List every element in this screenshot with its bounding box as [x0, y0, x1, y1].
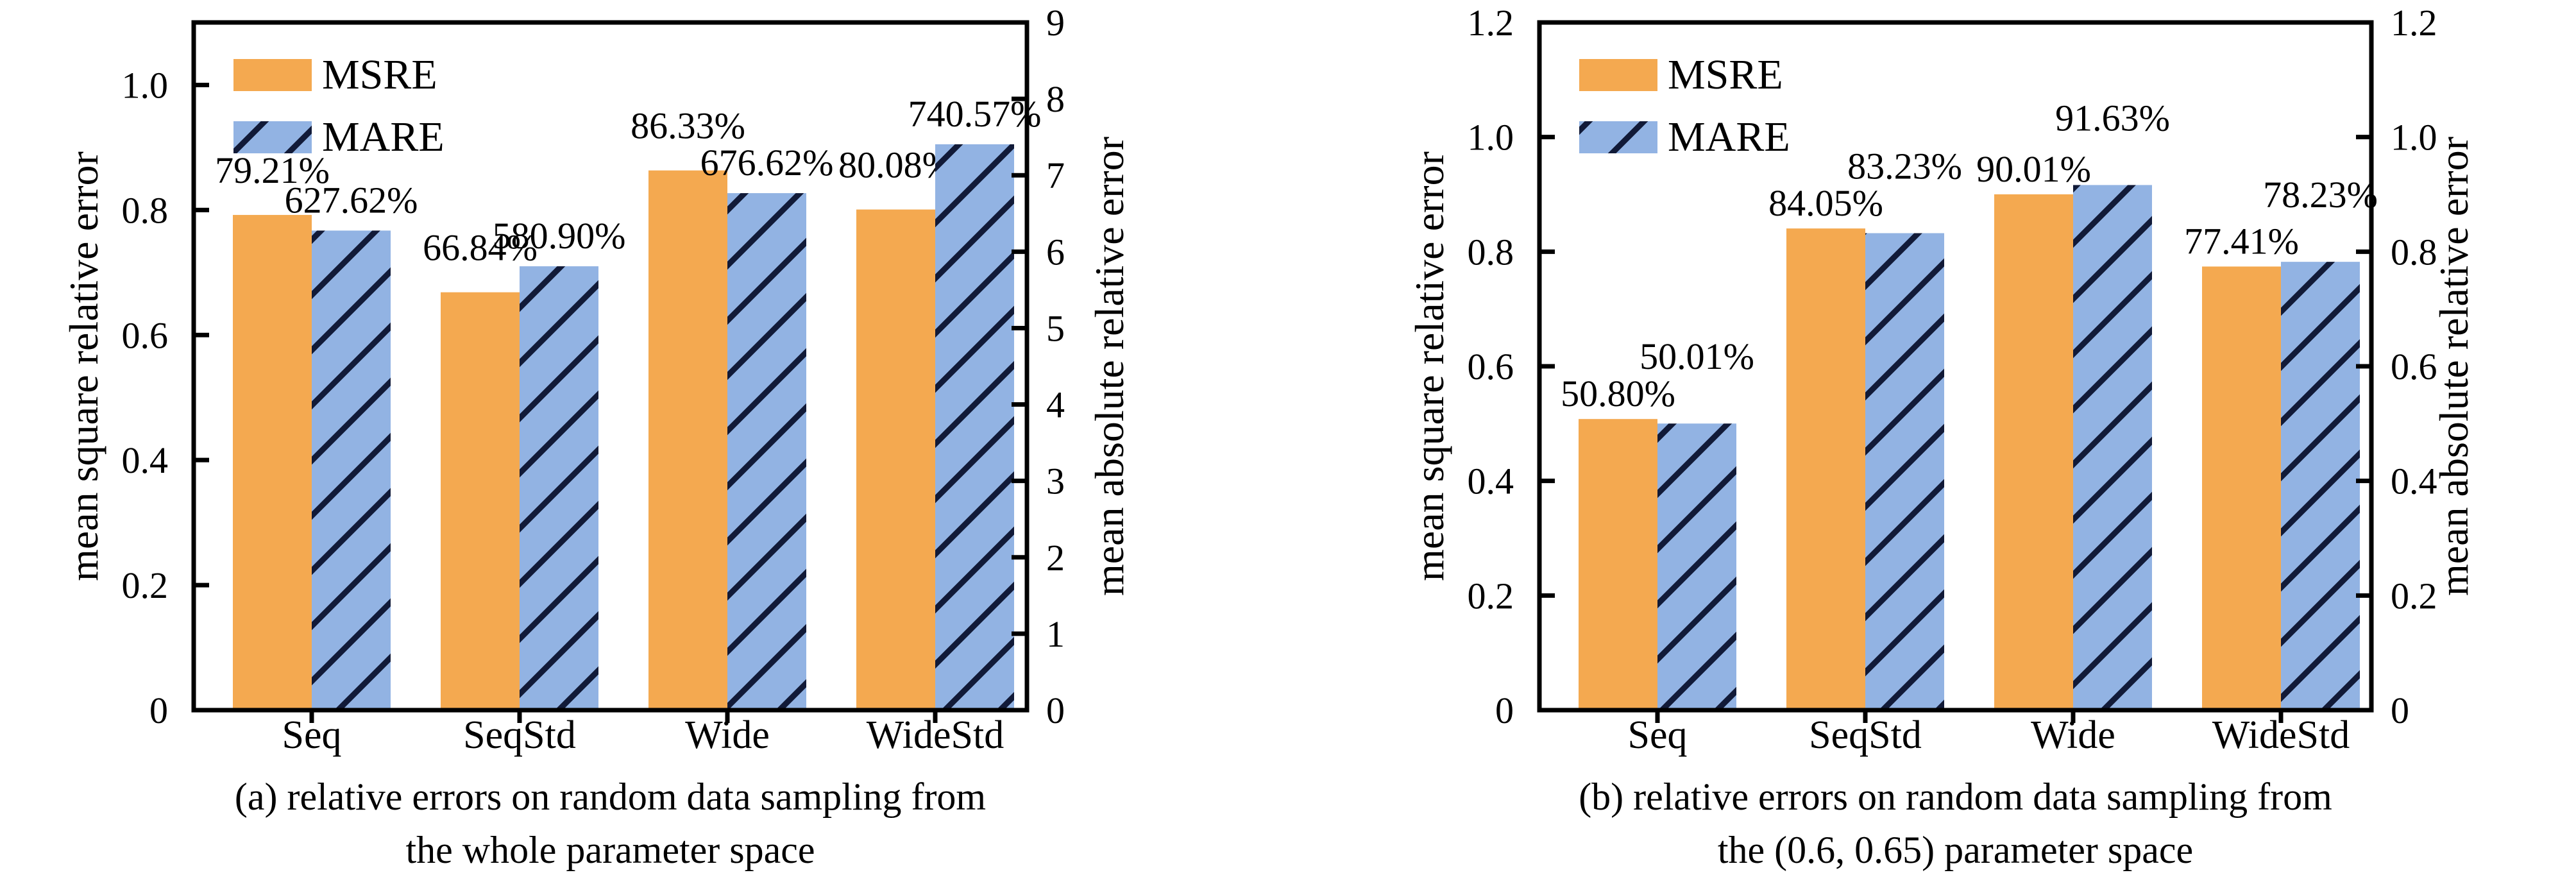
category-label-seqstd-b: SeqStd — [1809, 713, 1922, 757]
right-tick-label-a: 8 — [1046, 78, 1065, 120]
legend-a: MSRE MARE — [233, 51, 445, 160]
value-label-mare-seq: 50.01% — [1640, 336, 1754, 377]
value-label-msre-seqstd: 84.05% — [1768, 182, 1883, 224]
value-label-mare-wide: 676.62% — [700, 142, 834, 183]
legend-swatch-mare — [233, 121, 312, 153]
value-label-mare-widestd: 78.23% — [2263, 174, 2378, 216]
legend-b: MSRE MARE — [1579, 51, 1790, 160]
right-tick-label-a: 1 — [1046, 613, 1065, 655]
legend-swatch-msre — [1579, 59, 1657, 91]
legend-swatch-msre — [233, 59, 312, 91]
right-tick-label-b: 0.4 — [2391, 461, 2437, 502]
right-tick-label-a: 2 — [1046, 537, 1065, 579]
category-label-widestd-b: WideStd — [2212, 713, 2350, 757]
left-tick-label-a: 0 — [149, 690, 168, 731]
caption-line1-b: (b) relative errors on random data sampl… — [1579, 776, 2332, 818]
legend-label-msre: MSRE — [1668, 51, 1783, 98]
value-label-mare-wide: 91.63% — [2055, 97, 2170, 139]
bar-msre-seq — [233, 215, 312, 711]
right-tick-label-b: 0.2 — [2391, 575, 2437, 616]
bar-mare-widestd — [2281, 262, 2360, 710]
value-label-msre-wide: 86.33% — [631, 105, 745, 147]
bar-mare-wide — [727, 193, 806, 710]
legend-label-mare: MARE — [322, 114, 445, 160]
value-label-msre-seqstd: 66.84% — [423, 227, 538, 269]
bar-mare-wide — [2073, 185, 2152, 710]
bar-mare-seqstd — [1865, 233, 1944, 711]
plot-frame-a — [191, 20, 1030, 713]
chart-a: 79.21%66.84%86.33%80.08%627.62%580.90%67… — [61, 2, 1132, 871]
right-tick-label-a: 7 — [1046, 155, 1065, 196]
left-tick-label-b: 1.2 — [1468, 2, 1514, 44]
value-label-msre-widestd: 77.41% — [2184, 220, 2299, 262]
category-label-wide-a: Wide — [685, 713, 770, 757]
left-tick-label-a: 0.6 — [122, 314, 169, 356]
category-label-seq-a: Seq — [282, 713, 342, 757]
left-tick-label-b: 0.2 — [1468, 575, 1514, 616]
caption-line2-a: the whole parameter space — [406, 829, 815, 871]
category-label-seqstd-a: SeqStd — [463, 713, 576, 757]
caption-line2-b: the (0.6, 0.65) parameter space — [1718, 829, 2193, 871]
bar-msre-widestd — [856, 209, 935, 711]
value-label-mare-seq: 627.62% — [285, 179, 418, 221]
bar-msre-wide — [648, 170, 727, 710]
right-tick-label-a: 5 — [1046, 307, 1065, 349]
left-axis-title-b: mean square relative error — [1407, 151, 1452, 581]
legend-label-msre: MSRE — [322, 51, 437, 98]
bar-mare-widestd — [935, 144, 1014, 710]
bar-msre-seqstd — [441, 292, 520, 710]
left-tick-label-b: 0.8 — [1468, 231, 1514, 273]
left-tick-label-a: 1.0 — [122, 64, 169, 106]
right-tick-label-b: 1.2 — [2391, 2, 2437, 44]
left-tick-label-b: 0 — [1495, 690, 1514, 731]
right-tick-label-a: 3 — [1046, 461, 1065, 502]
left-tick-label-b: 0.4 — [1468, 461, 1514, 502]
value-label-msre-wide: 90.01% — [1976, 148, 2091, 190]
right-axis-title-a: mean absolute relative error — [1087, 137, 1132, 596]
left-tick-label-a: 0.8 — [122, 189, 169, 231]
value-label-msre-widestd: 80.08% — [838, 144, 953, 186]
right-tick-label-b: 0 — [2391, 690, 2409, 731]
right-tick-label-b: 0.8 — [2391, 231, 2437, 273]
value-label-mare-seqstd: 83.23% — [1847, 145, 1962, 187]
bar-mare-seq — [312, 230, 391, 711]
right-tick-label-a: 0 — [1046, 690, 1065, 731]
category-label-widestd-a: WideStd — [867, 713, 1004, 757]
legend-label-mare: MARE — [1668, 114, 1790, 160]
bar-msre-seq — [1579, 419, 1657, 710]
right-tick-label-b: 0.6 — [2391, 346, 2437, 387]
value-label-mare-seqstd: 580.90% — [493, 215, 626, 257]
right-tick-label-b: 1.0 — [2391, 117, 2437, 158]
bar-mare-seqstd — [520, 266, 598, 710]
category-label-seq-b: Seq — [1628, 713, 1688, 757]
value-label-msre-seq: 79.21% — [215, 149, 330, 191]
right-tick-label-a: 4 — [1046, 384, 1065, 426]
bar-msre-wide — [1994, 194, 2073, 711]
left-tick-label-b: 1.0 — [1468, 117, 1514, 158]
category-label-wide-b: Wide — [2031, 713, 2115, 757]
value-label-msre-seq: 50.80% — [1561, 373, 1675, 414]
left-tick-label-a: 0.4 — [122, 439, 169, 481]
legend-swatch-mare — [1579, 121, 1657, 153]
left-tick-label-b: 0.6 — [1468, 346, 1514, 387]
chart-b: 50.80% 84.05% 90.01% 77.41% 50.01% 83.23% 91.6… — [1407, 2, 2477, 871]
right-axis-title-b: mean absolute relative error — [2431, 137, 2477, 596]
bar-msre-seqstd — [1786, 228, 1865, 710]
left-tick-label-a: 0.2 — [122, 565, 169, 606]
right-tick-label-a: 9 — [1046, 2, 1065, 44]
right-tick-label-a: 6 — [1046, 231, 1065, 273]
bar-msre-widestd — [2202, 266, 2281, 710]
caption-line1-a: (a) relative errors on random data sampl… — [235, 776, 986, 818]
bar-mare-seq — [1657, 423, 1736, 710]
left-axis-title-a: mean square relative error — [61, 151, 106, 581]
